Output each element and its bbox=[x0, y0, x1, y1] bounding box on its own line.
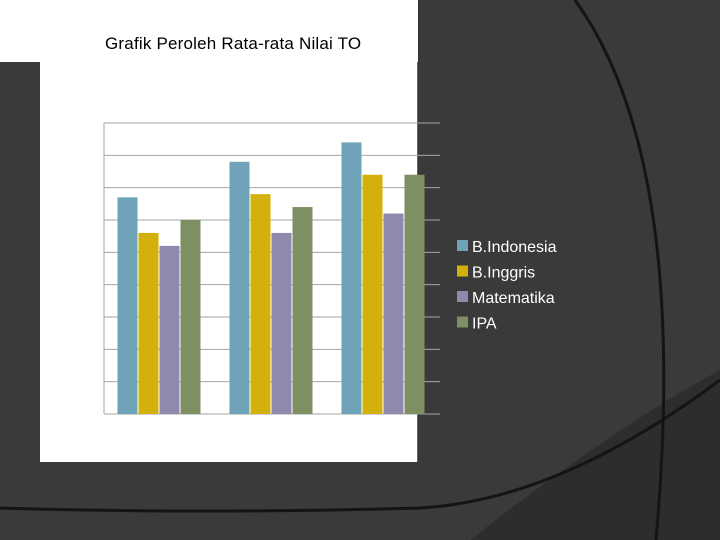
y-tick-label: 60 bbox=[72, 213, 90, 230]
bars bbox=[117, 142, 425, 414]
right-arc-decoration bbox=[573, 0, 666, 540]
legend-label: Matematika bbox=[472, 290, 555, 307]
bar bbox=[229, 161, 250, 414]
legend-label: B.Inggris bbox=[472, 265, 535, 282]
y-tick-label: 70 bbox=[72, 181, 90, 198]
y-tick-label: 80 bbox=[72, 148, 90, 165]
legend-swatch bbox=[457, 240, 468, 251]
y-tick-label: 20 bbox=[72, 342, 90, 359]
y-tick-label: 10 bbox=[72, 375, 90, 392]
title-panel: Grafik Peroleh Rata-rata Nilai TO bbox=[0, 0, 418, 62]
y-tick-label: 40 bbox=[72, 278, 90, 295]
y-tick-label: 50 bbox=[72, 245, 90, 262]
legend-swatch bbox=[457, 265, 468, 277]
legend-label: B.Indonesia bbox=[472, 239, 557, 256]
bar bbox=[159, 245, 180, 414]
y-tick-label: 90 bbox=[72, 116, 90, 133]
x-axis: TO 1 TO 2 TO 3 bbox=[140, 431, 401, 450]
bar bbox=[271, 232, 292, 414]
bar bbox=[404, 174, 425, 414]
bar bbox=[117, 197, 138, 414]
x-tick-label: TO 1 bbox=[140, 431, 177, 450]
legend: B.Indonesia B.Inggris Matematika IPA bbox=[457, 239, 557, 333]
legend-label: IPA bbox=[472, 316, 497, 333]
y-tick-label: 0 bbox=[81, 407, 90, 424]
bar bbox=[383, 213, 404, 414]
x-tick-label: TO 3 bbox=[364, 431, 401, 450]
bar bbox=[362, 174, 383, 414]
bar bbox=[180, 220, 201, 414]
bar bbox=[292, 207, 313, 414]
legend-swatch bbox=[457, 316, 468, 328]
bottom-arc-decoration bbox=[0, 378, 720, 513]
legend-swatch bbox=[457, 291, 468, 302]
bar bbox=[250, 194, 271, 414]
chart-title: Grafik Peroleh Rata-rata Nilai TO bbox=[105, 34, 362, 53]
y-axis: 0 10 20 30 40 50 60 70 80 90 bbox=[72, 116, 90, 424]
bar bbox=[138, 232, 159, 414]
corner-decoration bbox=[470, 370, 720, 540]
bar bbox=[341, 142, 362, 414]
y-tick-label: 30 bbox=[72, 310, 90, 327]
x-tick-label: TO 2 bbox=[252, 431, 289, 450]
